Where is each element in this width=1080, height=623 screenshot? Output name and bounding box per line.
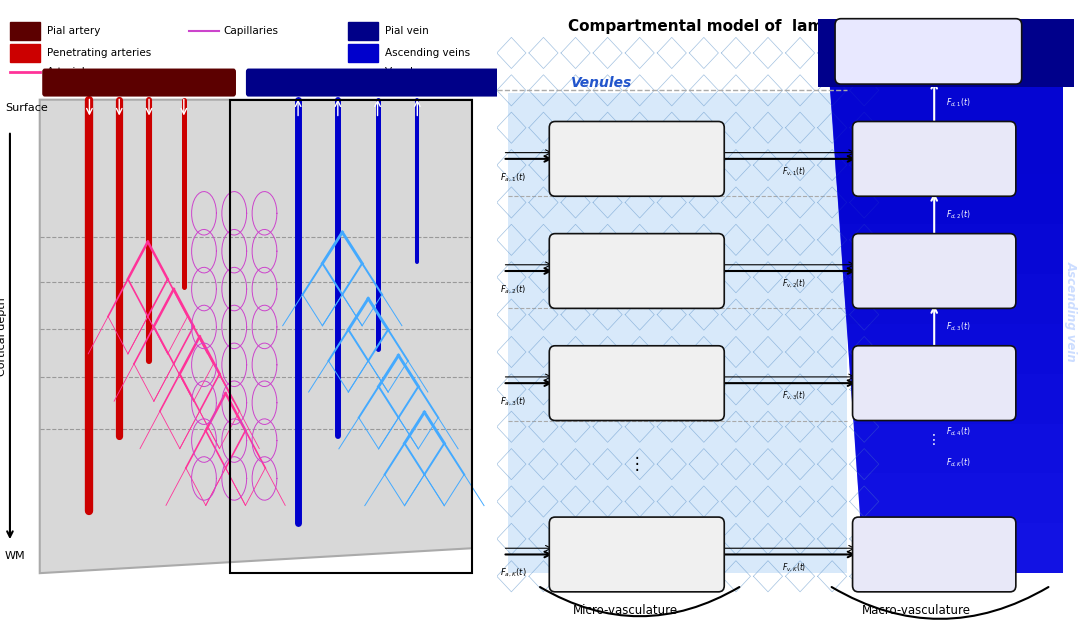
Text: ,: , — [939, 43, 942, 54]
Text: Cortical depth: Cortical depth — [0, 297, 8, 376]
Polygon shape — [829, 75, 1063, 125]
Text: $\frac{dQ_{v,3}(t)}{dt}$: $\frac{dQ_{v,3}(t)}{dt}$ — [600, 358, 626, 377]
Text: $F_{a,2}(t)$: $F_{a,2}(t)$ — [500, 283, 526, 296]
Text: $F_{v,1}(t)$: $F_{v,1}(t)$ — [782, 166, 807, 178]
Text: Macro-vasculature: Macro-vasculature — [862, 604, 971, 617]
Text: $F_{v,K}(t)$: $F_{v,K}(t)$ — [782, 561, 807, 574]
Text: $\frac{dV_{d,K}(t)}{dt}$: $\frac{dV_{d,K}(t)}{dt}$ — [966, 530, 990, 548]
Polygon shape — [836, 174, 1063, 224]
FancyBboxPatch shape — [550, 121, 725, 196]
Text: $\frac{dV_p(t)}{dt}$: $\frac{dV_p(t)}{dt}$ — [959, 30, 980, 48]
Polygon shape — [509, 93, 847, 573]
Text: Ascending vein: Ascending vein — [1065, 261, 1078, 362]
Text: Pial vein: Pial vein — [386, 26, 429, 36]
Text: $\frac{dV_{d,3}(t)}{dt}$: $\frac{dV_{d,3}(t)}{dt}$ — [966, 358, 990, 377]
Text: Venules: Venules — [571, 76, 633, 90]
Text: ,: , — [647, 546, 650, 556]
Text: $F_{a,K}(t)$: $F_{a,K}(t)$ — [500, 567, 526, 579]
Text: Penetrating arteries: Penetrating arteries — [48, 48, 151, 58]
Polygon shape — [833, 125, 1063, 174]
Bar — [348, 44, 378, 62]
Text: $\frac{dQ_p(t)}{dt}$: $\frac{dQ_p(t)}{dt}$ — [897, 30, 919, 48]
Text: ⋮: ⋮ — [629, 455, 645, 473]
Text: $F_{d,2}(t)$: $F_{d,2}(t)$ — [946, 209, 970, 221]
FancyBboxPatch shape — [852, 346, 1016, 421]
Text: Micro-vasculature: Micro-vasculature — [572, 604, 677, 617]
FancyBboxPatch shape — [852, 121, 1016, 196]
Text: ,: , — [647, 375, 650, 385]
Text: Compartmental model of  laminar dynamics:: Compartmental model of laminar dynamics: — [568, 19, 950, 34]
Text: ,: , — [944, 263, 947, 273]
Text: ,: , — [944, 151, 947, 161]
Text: $F_{a,1}(t)$: $F_{a,1}(t)$ — [500, 171, 526, 184]
Polygon shape — [858, 473, 1063, 523]
Text: $\frac{dV_{v,K}(t)}{dt}$: $\frac{dV_{v,K}(t)}{dt}$ — [671, 530, 697, 548]
Text: Venules: Venules — [386, 67, 426, 77]
Text: $F_{d,4}(t)$: $F_{d,4}(t)$ — [946, 426, 970, 437]
Text: Surface: Surface — [5, 103, 48, 113]
Text: $\frac{dV_{v,3}(t)}{dt}$: $\frac{dV_{v,3}(t)}{dt}$ — [671, 358, 697, 377]
Polygon shape — [840, 224, 1063, 274]
Text: $\frac{dV_{d,1}(t)}{dt}$: $\frac{dV_{d,1}(t)}{dt}$ — [966, 134, 990, 153]
Text: $F_{v,3}(t)$: $F_{v,3}(t)$ — [782, 390, 807, 402]
Polygon shape — [829, 75, 1063, 573]
FancyBboxPatch shape — [550, 346, 725, 421]
Text: Arterioles: Arterioles — [48, 67, 98, 77]
Text: ⋮: ⋮ — [928, 433, 941, 447]
FancyBboxPatch shape — [852, 234, 1016, 308]
Text: $\frac{dQ_{d,3}(t)}{dt}$: $\frac{dQ_{d,3}(t)}{dt}$ — [897, 358, 924, 377]
Text: $\frac{dQ_{d,1}(t)}{dt}$: $\frac{dQ_{d,1}(t)}{dt}$ — [897, 134, 924, 153]
Text: $\frac{dQ_{d,2}(t)}{dt}$: $\frac{dQ_{d,2}(t)}{dt}$ — [897, 246, 924, 265]
Polygon shape — [843, 274, 1063, 324]
Text: WM: WM — [5, 551, 26, 561]
Text: $\frac{dQ_{d,K}(t)}{dt}$: $\frac{dQ_{d,K}(t)}{dt}$ — [897, 530, 924, 548]
Text: ,: , — [647, 263, 650, 273]
Polygon shape — [40, 100, 472, 573]
FancyBboxPatch shape — [550, 234, 725, 308]
Text: Pial vein: Pial vein — [875, 18, 935, 31]
Text: $F_{d,K}(t)$: $F_{d,K}(t)$ — [946, 457, 971, 468]
Text: Capillaries: Capillaries — [224, 26, 279, 36]
Bar — [348, 22, 378, 40]
Polygon shape — [861, 523, 1063, 573]
FancyBboxPatch shape — [852, 517, 1016, 592]
Polygon shape — [818, 19, 1075, 87]
Polygon shape — [853, 424, 1063, 473]
Text: $\frac{dQ_{v,K}(t)}{dt}$: $\frac{dQ_{v,K}(t)}{dt}$ — [600, 530, 626, 548]
Text: $F_p(t)$: $F_p(t)$ — [1028, 31, 1050, 44]
Text: $F_{d,1}(t)$: $F_{d,1}(t)$ — [946, 97, 970, 109]
Bar — [230, 100, 472, 573]
Text: $F_{v,2}(t)$: $F_{v,2}(t)$ — [782, 278, 807, 290]
FancyBboxPatch shape — [550, 517, 725, 592]
Text: $\frac{dV_{d,2}(t)}{dt}$: $\frac{dV_{d,2}(t)}{dt}$ — [966, 246, 990, 265]
Polygon shape — [850, 374, 1063, 424]
Text: ,: , — [647, 151, 650, 161]
Text: $\frac{dV_{v,2}(t)}{dt}$: $\frac{dV_{v,2}(t)}{dt}$ — [671, 246, 697, 265]
Bar — [10, 44, 40, 62]
Text: $\frac{dV_{v,1}(t)}{dt}$: $\frac{dV_{v,1}(t)}{dt}$ — [671, 134, 697, 153]
Text: $F_{d,3}(t)$: $F_{d,3}(t)$ — [946, 321, 970, 333]
Text: $\frac{dQ_{v,1}(t)}{dt}$: $\frac{dQ_{v,1}(t)}{dt}$ — [600, 134, 626, 153]
Text: Pial artery: Pial artery — [48, 26, 100, 36]
FancyBboxPatch shape — [246, 69, 499, 97]
Polygon shape — [847, 324, 1063, 374]
Text: $F_{a,3}(t)$: $F_{a,3}(t)$ — [500, 396, 526, 408]
Text: ,: , — [944, 546, 947, 556]
Text: ,: , — [944, 375, 947, 385]
Bar — [10, 22, 40, 40]
Text: $\frac{dQ_{v,2}(t)}{dt}$: $\frac{dQ_{v,2}(t)}{dt}$ — [600, 246, 626, 265]
FancyBboxPatch shape — [42, 69, 235, 97]
Text: Ascending veins: Ascending veins — [386, 48, 470, 58]
FancyBboxPatch shape — [835, 19, 1022, 84]
